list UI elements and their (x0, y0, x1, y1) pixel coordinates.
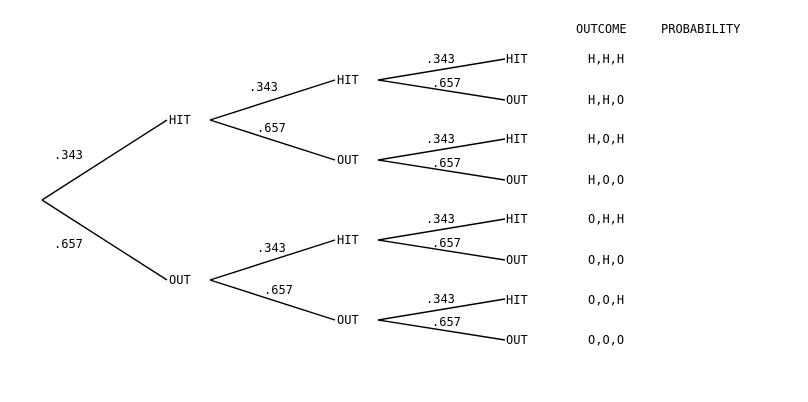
prob-ohh: .343 (426, 212, 455, 226)
prob-out-out: .657 (264, 283, 293, 297)
prob-root-hit: .343 (54, 148, 83, 162)
leaf-ooo: OUT (506, 333, 528, 347)
branch-out-out (209, 279, 336, 321)
prob-hoh: .343 (426, 132, 455, 146)
node-out-hit: HIT (337, 233, 359, 247)
node-hit: HIT (169, 113, 191, 127)
leaf-oho: OUT (506, 253, 528, 267)
prob-hit-out: .657 (257, 121, 286, 135)
branch-oh-hit (377, 218, 506, 241)
probability-header: PROBABILITY (661, 22, 741, 36)
prob-ooh: .343 (426, 292, 455, 306)
outcome-hoo: H,O,O (588, 173, 624, 187)
node-hit-hit: HIT (337, 73, 359, 87)
outcome-hho: H,H,O (588, 93, 624, 107)
prob-hho: .657 (432, 76, 461, 90)
prob-ooo: .657 (432, 315, 461, 329)
prob-hhh: .343 (426, 52, 455, 66)
prob-oho: .657 (432, 236, 461, 250)
leaf-ooh: HIT (506, 293, 528, 307)
outcome-hhh: H,H,H (588, 52, 624, 66)
branch-oh-out (377, 239, 506, 261)
outcome-ohh: O,H,H (588, 212, 624, 226)
branch-root-hit (41, 119, 168, 201)
prob-hit-hit: .343 (249, 80, 278, 94)
leaf-hoh: HIT (506, 132, 528, 146)
node-hit-out: OUT (337, 153, 359, 167)
outcome-hoh: H,O,H (588, 132, 624, 146)
outcome-oho: O,H,O (588, 253, 624, 267)
leaf-hhh: HIT (506, 52, 528, 66)
branch-ho-hit (377, 138, 506, 161)
prob-hoo: .657 (432, 156, 461, 170)
prob-out-hit: .343 (257, 241, 286, 255)
branch-out-hit (209, 239, 336, 281)
branch-hh-hit (377, 58, 506, 81)
branch-hit-hit (209, 79, 336, 121)
leaf-ohh: HIT (506, 212, 528, 226)
branch-oo-hit (377, 298, 506, 321)
outcome-header: OUTCOME (576, 22, 627, 36)
outcome-ooo: O,O,O (588, 333, 624, 347)
branch-ho-out (377, 159, 506, 181)
branch-hh-out (377, 79, 506, 101)
outcome-ooh: O,O,H (588, 293, 624, 307)
branch-oo-out (377, 319, 506, 341)
node-out-out: OUT (337, 313, 359, 327)
branch-root-out (41, 199, 168, 281)
prob-root-out: .657 (54, 237, 83, 251)
branch-hit-out (209, 119, 336, 161)
node-out: OUT (169, 273, 191, 287)
leaf-hoo: OUT (506, 173, 528, 187)
leaf-hho: OUT (506, 93, 528, 107)
